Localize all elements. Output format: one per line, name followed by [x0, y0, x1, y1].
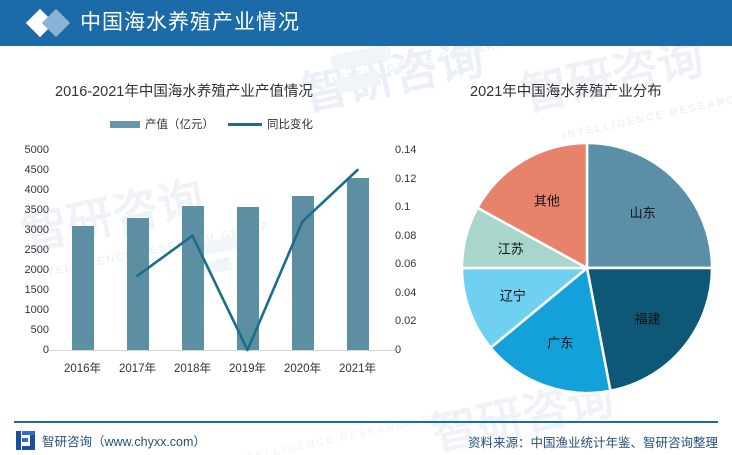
y-axis-right-tick: 0.1 — [395, 201, 411, 214]
bar-2016年 — [71, 226, 94, 350]
y-axis-left-tick: 1000 — [24, 304, 49, 316]
legend-item-output-value: 产值（亿元） — [110, 116, 214, 132]
y-axis-left-tick: 5000 — [24, 144, 49, 156]
x-axis-tick-2016年: 2016年 — [63, 363, 102, 375]
bar-chart-y-axis-left: 0 500 1000 1500 2000 2500 3000 3500 4000 4500 5000 — [5, 144, 49, 356]
pie-slice-福建 — [585, 266, 714, 393]
x-axis-tick-2019年: 2019年 — [228, 363, 267, 375]
right-chart-title: 2021年中国海水养殖产业分布 — [470, 84, 662, 100]
legend-bar-swatch — [110, 120, 140, 128]
yoy-line-path — [138, 170, 358, 350]
legend-item-yoy-change: 同比变化 — [228, 116, 313, 132]
y-axis-right-tick: 0.12 — [395, 172, 417, 185]
y-axis-right-tick: 0.06 — [395, 258, 417, 271]
x-axis-tick-2021年: 2021年 — [338, 363, 377, 375]
footer-source-text: 资料来源：中国渔业统计年鉴、智研咨询整理 — [467, 436, 718, 450]
y-axis-right-tick: 0 — [395, 344, 402, 356]
footer-left-text: 智研咨询（www.chyxx.com） — [42, 435, 206, 449]
pie-label-辽宁: 辽宁 — [499, 288, 526, 304]
bar-chart-plot-area — [55, 150, 385, 350]
footer-divider — [14, 421, 718, 423]
y-axis-right-tick: 0.14 — [395, 144, 417, 156]
pie-label-山东: 山东 — [629, 205, 656, 221]
y-axis-left-tick: 4000 — [24, 184, 49, 196]
bar-2019年 — [236, 206, 259, 350]
y-axis-left-tick: 4500 — [24, 164, 49, 176]
bar-2021年 — [346, 178, 369, 350]
page-header: 中国海水养殖产业情况 — [0, 0, 732, 46]
y-axis-left-tick: 2000 — [24, 264, 49, 276]
bar-chart-y-axis-right: 0 0.02 0.04 0.06 0.08 0.1 0.12 0.14 — [395, 144, 439, 356]
bar-2017年 — [126, 218, 149, 350]
pie-chart: 山东福建广东 辽宁 江苏 其他 — [460, 140, 715, 398]
legend-label-yoy-change: 同比变化 — [267, 119, 313, 131]
pie-slice-山东 — [585, 141, 714, 270]
zhiyan-logo-icon — [16, 431, 35, 450]
y-axis-right-tick: 0.08 — [395, 229, 417, 242]
pie-label-其他: 其他 — [533, 193, 560, 209]
pie-chart-svg — [460, 141, 714, 395]
footer-brand: 智研咨询（www.chyxx.com） — [16, 431, 206, 450]
y-axis-left-tick: 1500 — [24, 284, 49, 296]
pie-label-广东: 广东 — [547, 335, 574, 351]
pie-slice-广东 — [488, 265, 612, 395]
y-axis-left-tick: 2500 — [24, 244, 49, 256]
page-footer: 智研咨询（www.chyxx.com） 资料来源：中国渔业统计年鉴、智研咨询整理 — [0, 426, 732, 455]
y-axis-left-tick: 0 — [42, 344, 49, 356]
pie-slice-辽宁 — [460, 266, 591, 350]
y-axis-right-tick: 0.02 — [395, 315, 417, 328]
x-axis-tick-2017年: 2017年 — [118, 363, 157, 375]
y-axis-right-tick: 0.04 — [395, 286, 417, 299]
bar-chart-x-axis: 2016年 2017年 2018年 2019年 2020年 2021年 — [55, 360, 385, 384]
yoy-line-series — [55, 150, 385, 350]
y-axis-left-tick: 500 — [30, 324, 49, 336]
y-axis-left-tick: 3000 — [24, 224, 49, 236]
y-axis-left-tick: 3500 — [24, 204, 49, 216]
legend-label-output-value: 产值（亿元） — [145, 119, 214, 131]
legend-line-swatch — [228, 122, 262, 126]
x-axis-tick-2018年: 2018年 — [173, 363, 212, 375]
page-title: 中国海水养殖产业情况 — [80, 11, 300, 34]
pie-label-福建: 福建 — [634, 311, 661, 327]
bar-chart-baseline — [50, 350, 395, 351]
left-chart-title: 2016-2021年中国海水养殖产业产值情况 — [55, 84, 313, 100]
x-axis-tick-2020年: 2020年 — [283, 363, 322, 375]
diamond-icon-light — [41, 8, 71, 38]
pie-label-江苏: 江苏 — [497, 241, 524, 257]
pie-slice-其他 — [475, 141, 589, 271]
bar-chart-legend: 产值（亿元） 同比变化 — [110, 116, 313, 132]
bar-2018年 — [181, 206, 204, 350]
